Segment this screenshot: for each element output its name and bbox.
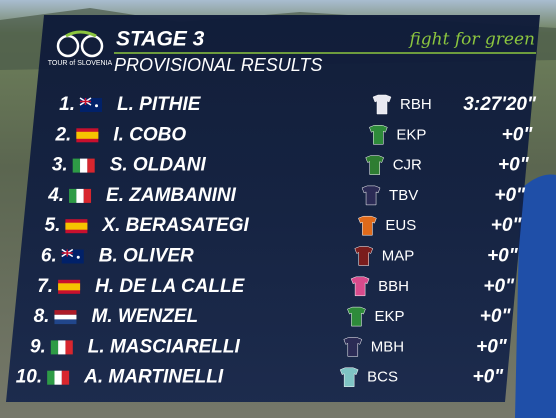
rank: 6. [41,246,57,267]
flag-stripe [54,314,77,320]
rank: 7. [37,276,53,297]
result-row: 4. E. ZAMBANINI TBV +0" [47,185,526,206]
time: +0" [476,336,508,357]
flag-stripe [83,188,92,203]
result-row: 6. B. OLIVER MAP +0" [41,246,519,267]
logo-text: TOUR of SLOVENIA [48,60,113,67]
team-jersey [358,215,377,236]
result-row: 5. X. BERASATEGI EUS +0" [45,215,523,236]
team-jersey [350,276,370,297]
result-row: 8. M. WENZEL EKP +0" [34,306,512,327]
flag-stripe [54,310,77,315]
time: 3:27'20" [463,94,537,115]
team-code: TBV [389,187,418,204]
team-jersey [347,306,366,327]
rider-name: S. OLDANI [110,155,207,176]
time: +0" [487,246,519,267]
flag-stripe [50,340,59,355]
rank: 8. [34,306,50,327]
flag-star [95,104,98,108]
team-code: CJR [393,157,422,174]
time: +0" [502,124,534,145]
team-jersey [369,125,388,145]
logo [56,30,104,58]
rider-name: H. DE LA CALLE [95,276,246,297]
flag-cross [61,249,73,257]
flag-stripe [54,370,62,385]
flag-star [76,255,80,259]
time: +0" [498,155,530,176]
team-code: EUS [385,217,416,234]
panel [6,15,540,402]
team-jersey [365,155,385,175]
rank: 2. [54,124,71,145]
flag-stripe [58,340,66,355]
flag-stripe [72,158,81,173]
flag-stripe [76,131,99,139]
rider-name: M. WENZEL [91,306,198,327]
flag-stripe [47,370,55,385]
result-row: 3. S. OLDANI CJR +0" [52,155,530,176]
time: +0" [483,276,515,297]
rider [515,174,556,418]
rider-name: I. COBO [113,124,186,145]
slogan: fight for green [407,30,535,50]
rank: 9. [30,336,46,357]
flag-cross [80,98,91,105]
flag-stripe [80,158,88,173]
flag-stripe [54,319,77,325]
rider-name: X. BERASATEGI [101,215,249,236]
team-code: BCS [367,369,398,386]
rider-name: L. PITHIE [117,94,202,115]
team-code: EKP [374,308,404,325]
flag-stripe [65,222,88,230]
time: +0" [480,306,512,327]
result-row: 9. L. MASCIARELLI MBH +0" [30,336,508,357]
results-list: 1. L. PITHIE RBH 3:27'20" 2. I. COBO EKP +0" 3. S… [16,94,537,388]
title: STAGE 3 [116,28,205,51]
flag-stripe [65,340,73,355]
team-jersey [339,367,359,387]
flag-stripe [76,188,84,203]
rider-name: E. ZAMBANINI [106,185,237,206]
team-code: EKP [396,126,426,143]
rider-name: A. MARTINELLI [83,367,224,388]
subtitle: PROVISIONAL RESULTS [114,55,322,75]
rider-name: L. MASCIARELLI [88,336,241,357]
team-jersey [354,246,374,266]
result-row: 2. I. COBO EKP +0" [54,124,533,145]
result-row: 7. H. DE LA CALLE BBH +0" [37,276,515,297]
result-row: 1. L. PITHIE RBH 3:27'20" [59,94,537,115]
rank: 10. [16,367,42,388]
time: +0" [491,215,523,236]
flag-stripe [58,283,81,291]
team-jersey [372,94,392,115]
flag-stripe [69,188,77,203]
rank: 3. [52,155,68,176]
flag-stripe [61,370,70,385]
time: +0" [494,185,526,206]
team-jersey [361,185,381,206]
team-code: RBH [400,96,432,113]
team-code: MAP [382,247,415,264]
time: +0" [472,367,504,388]
team-code: MBH [371,338,404,355]
team-code: BBH [378,278,409,295]
team-jersey [343,337,363,357]
rider-name: B. OLIVER [99,246,194,267]
result-row: 10. A. MARTINELLI BCS +0" [16,367,504,388]
rank: 4. [47,185,64,206]
flag-stripe [87,158,95,173]
rank: 5. [45,215,61,236]
rank: 1. [59,94,75,115]
